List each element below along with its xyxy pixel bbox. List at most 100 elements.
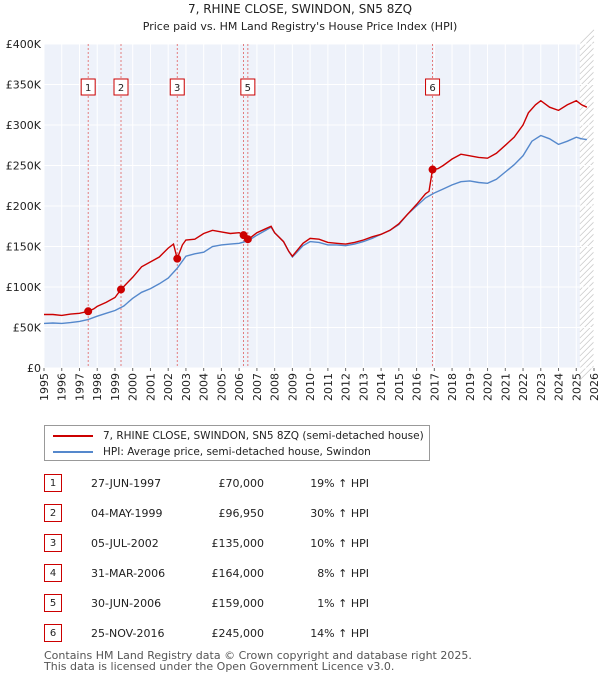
forecast-hatch <box>579 149 595 165</box>
forecast-hatch <box>579 251 595 267</box>
chart-title: 7, RHINE CLOSE, SWINDON, SN5 8ZQ <box>188 2 412 16</box>
x-tick-label: 2005 <box>215 373 228 401</box>
forecast-hatch <box>579 59 595 75</box>
transaction-hpi: 14% ↑ HPI <box>310 627 369 640</box>
forecast-hatch <box>579 335 595 351</box>
legend: 7, RHINE CLOSE, SWINDON, SN5 8ZQ (semi-d… <box>44 425 430 461</box>
forecast-hatch <box>579 89 595 105</box>
forecast-hatch <box>579 83 595 99</box>
x-tick-label: 2018 <box>446 373 459 401</box>
forecast-hatch <box>579 227 595 243</box>
annotation-box <box>240 78 256 96</box>
annotation-box <box>425 78 441 96</box>
forecast-hatch <box>579 329 595 345</box>
y-tick-label: £300K <box>6 119 42 132</box>
forecast-hatch <box>579 353 595 369</box>
y-tick-label: £100K <box>6 281 42 294</box>
x-tick-label: 2009 <box>286 373 299 401</box>
x-tick-label: 2003 <box>180 373 193 401</box>
annotation-label: 3 <box>174 83 180 94</box>
transaction-number-badge: 4 <box>44 564 62 582</box>
x-tick-label: 2025 <box>570 373 583 401</box>
forecast-hatch <box>579 107 595 123</box>
transaction-price: £70,000 <box>218 477 265 490</box>
x-tick-label: 2013 <box>357 373 370 401</box>
footer-copyright: Contains HM Land Registry data © Crown c… <box>44 649 472 662</box>
forecast-hatch <box>579 287 595 303</box>
forecast-hatch <box>579 233 595 249</box>
transaction-price: £96,950 <box>218 507 265 520</box>
hpi-series-line <box>44 134 588 325</box>
forecast-hatch <box>579 125 595 141</box>
x-tick-label: 1997 <box>73 373 86 401</box>
forecast-hatch <box>579 35 595 51</box>
price-chart: 7, RHINE CLOSE, SWINDON, SN5 8ZQ Price p… <box>6 2 600 401</box>
x-tick-label: 2010 <box>304 373 317 401</box>
forecast-hatch <box>579 347 595 363</box>
forecast-hatch <box>579 65 595 81</box>
sale-point <box>428 165 437 174</box>
transaction-date: 31-MAR-2006 <box>91 567 166 580</box>
table-row: 3 05-JUL-2002 £135,000 10% ↑ HPI <box>44 534 444 554</box>
transaction-date: 30-JUN-2006 <box>91 597 162 610</box>
x-tick-label: 1995 <box>38 373 51 401</box>
x-tick-label: 2024 <box>553 373 566 401</box>
forecast-hatch <box>579 305 595 321</box>
forecast-hatch <box>579 161 595 177</box>
forecast-hatch <box>579 269 595 285</box>
transaction-number-badge: 6 <box>44 624 62 642</box>
transaction-number-badge: 2 <box>44 504 62 522</box>
forecast-hatch <box>579 311 595 327</box>
sale-point <box>243 235 252 244</box>
forecast-hatch <box>579 101 595 117</box>
table-row: 4 31-MAR-2006 £164,000 8% ↑ HPI <box>44 564 444 584</box>
transaction-price: £245,000 <box>211 627 265 640</box>
annotation-label: 2 <box>118 83 124 94</box>
y-tick-label: £150K <box>6 241 42 254</box>
x-tick-label: 2002 <box>162 373 175 401</box>
chart-subtitle: Price paid vs. HM Land Registry's House … <box>143 20 458 33</box>
forecast-hatch <box>579 185 595 201</box>
forecast-hatch <box>579 215 595 231</box>
x-tick-label: 2026 <box>588 373 600 401</box>
x-tick-label: 2001 <box>144 373 157 401</box>
forecast-hatch <box>579 281 595 297</box>
forecast-hatch <box>579 119 595 135</box>
y-tick-label: £200K <box>6 200 42 213</box>
forecast-hatch <box>579 275 595 291</box>
forecast-hatch <box>579 359 595 375</box>
transaction-date: 27-JUN-1997 <box>91 477 162 490</box>
table-row: 6 25-NOV-2016 £245,000 14% ↑ HPI <box>44 624 444 644</box>
annotation-label: 5 <box>245 83 251 94</box>
transaction-hpi: 19% ↑ HPI <box>310 477 369 490</box>
forecast-hatch <box>579 113 595 129</box>
x-tick-label: 2007 <box>251 373 264 401</box>
x-tick-label: 1996 <box>56 373 69 401</box>
x-tick-label: 1998 <box>91 373 104 401</box>
forecast-hatch <box>579 341 595 357</box>
legend-label-price: 7, RHINE CLOSE, SWINDON, SN5 8ZQ (semi-d… <box>103 430 424 442</box>
forecast-hatch <box>579 299 595 315</box>
legend-label-hpi: HPI: Average price, semi-detached house,… <box>103 446 371 458</box>
forecast-hatch <box>579 95 595 111</box>
forecast-hatch <box>579 53 595 69</box>
forecast-hatch <box>579 191 595 207</box>
transaction-price: £159,000 <box>211 597 265 610</box>
transaction-number-badge: 3 <box>44 534 62 552</box>
transaction-number-badge: 1 <box>44 474 62 492</box>
forecast-hatch <box>579 263 595 279</box>
x-tick-label: 2021 <box>499 373 512 401</box>
x-tick-label: 2006 <box>233 373 246 401</box>
forecast-hatch <box>579 29 595 45</box>
transaction-date: 25-NOV-2016 <box>91 627 165 640</box>
x-tick-label: 2016 <box>411 373 424 401</box>
forecast-hatch <box>579 137 595 153</box>
forecast-hatch <box>579 323 595 339</box>
forecast-hatch <box>579 209 595 225</box>
forecast-hatch <box>579 221 595 237</box>
x-tick-label: 2017 <box>428 373 441 401</box>
annotation-box <box>80 78 96 96</box>
footer-licence: This data is licensed under the Open Gov… <box>44 660 395 673</box>
transaction-price: £135,000 <box>211 537 265 550</box>
annotation-label: 6 <box>429 83 435 94</box>
